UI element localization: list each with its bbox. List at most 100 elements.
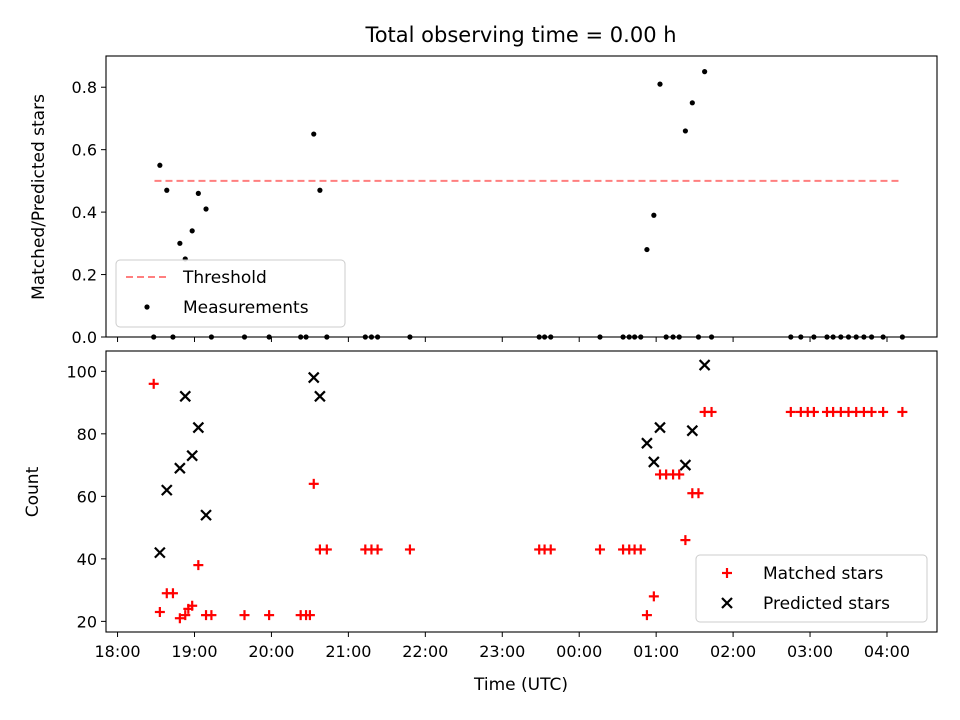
point-matched-stars-32 [648, 591, 659, 602]
legend-measurements-swatch [144, 304, 150, 310]
point-matched-stars-21 [372, 544, 383, 555]
point-measurements-2 [164, 187, 170, 193]
y-tick-label-0: 20 [77, 612, 97, 631]
bottom-legend-box [695, 554, 928, 623]
point-matched-stars-30 [635, 544, 646, 555]
x-tick-label-6: 00:00 [556, 642, 602, 661]
point-predicted-stars-5 [192, 421, 205, 434]
x-tick-label-0: 18:00 [94, 642, 140, 661]
point-predicted-stars-11 [654, 421, 666, 434]
plot-frame-top [105, 55, 938, 338]
panel-top: 0.00.20.40.60.8 Matched/Predicted stars … [29, 55, 938, 347]
point-measurements-38 [702, 69, 708, 75]
y-tick-label-0: 0.0 [72, 328, 97, 347]
point-matched-stars-25 [545, 544, 556, 555]
point-matched-stars-42 [785, 406, 796, 417]
y-tick-label-3: 80 [77, 425, 97, 444]
point-measurements-29 [644, 246, 650, 253]
y-tick-label-4: 100 [66, 362, 97, 381]
chart-title: Total observing time = 0.00 h [364, 23, 676, 47]
legend-matched-swatch [722, 568, 732, 578]
point-predicted-stars-2 [174, 462, 186, 474]
y-tick-label-1: 40 [77, 550, 97, 569]
point-predicted-stars-6 [200, 509, 212, 521]
point-measurements-7 [195, 190, 201, 196]
legend-threshold-label: Threshold [182, 268, 267, 288]
legend-predicted-swatch [721, 597, 733, 609]
top-x-ticks [117, 337, 888, 342]
point-measurements-35 [682, 128, 688, 134]
point-predicted-stars-0 [154, 546, 166, 559]
point-matched-stars-11 [239, 610, 250, 621]
point-measurements-4 [177, 240, 183, 246]
bottom-y-axis: 20 40 60 80 100 [66, 362, 106, 631]
point-matched-stars-54 [897, 406, 908, 417]
x-tick-label-9: 03:00 [787, 642, 833, 661]
point-measurements-6 [189, 228, 195, 234]
point-matched-stars-4 [174, 613, 185, 624]
point-predicted-stars-10 [648, 456, 660, 468]
point-measurements-15 [317, 187, 323, 193]
point-predicted-stars-3 [179, 390, 192, 403]
point-matched-stars-37 [680, 535, 691, 546]
x-tick-label-7: 01:00 [633, 642, 679, 661]
bottom-legend: Matched stars Predicted stars [695, 554, 928, 623]
point-matched-stars-10 [206, 610, 217, 621]
point-matched-stars-52 [866, 406, 877, 417]
bottom-x-axis: 18:00 19:00 20:00 21:00 22:00 23:00 00:00 01:00… [94, 632, 910, 661]
point-predicted-stars-12 [679, 459, 692, 471]
x-tick-label-2: 20:00 [248, 642, 294, 661]
point-matched-stars-5 [180, 610, 191, 621]
point-measurements-31 [657, 81, 663, 87]
point-matched-stars-3 [167, 588, 178, 599]
point-matched-stars-1 [154, 606, 165, 617]
top-y-axis: 0.0 0.2 0.4 0.6 0.8 [72, 78, 106, 347]
legend-matched-label: Matched stars [763, 564, 883, 584]
point-predicted-stars-13 [686, 424, 699, 437]
point-predicted-stars-14 [698, 359, 711, 371]
x-tick-label-4: 22:00 [402, 642, 448, 661]
top-legend: Threshold Measurements [115, 259, 346, 328]
point-matched-stars-22 [404, 544, 415, 555]
y-tick-label-4: 0.8 [72, 78, 97, 97]
point-predicted-stars-9 [641, 437, 653, 449]
panel-bottom: 20 40 60 80 100 18:00 19:00 20:00 21:00 22:00 23:… [23, 350, 938, 695]
bottom-y-axis-label: Count [23, 466, 43, 517]
point-measurements-36 [689, 100, 695, 106]
y-tick-label-3: 0.6 [72, 141, 97, 160]
plot-frame-bottom [105, 350, 938, 633]
x-tick-label-8: 02:00 [710, 642, 756, 661]
point-matched-stars-18 [321, 544, 332, 555]
point-predicted-stars-8 [314, 390, 326, 403]
point-matched-stars-41 [706, 406, 717, 417]
point-matched-stars-53 [878, 406, 889, 417]
legend-measurements-label: Measurements [183, 298, 309, 318]
point-measurements-14 [311, 131, 317, 137]
legend-predicted-label: Predicted stars [763, 594, 890, 614]
point-matched-stars-15 [304, 610, 315, 621]
bottom-marks [148, 359, 908, 624]
point-matched-stars-36 [674, 469, 685, 480]
point-matched-stars-0 [148, 378, 159, 389]
point-matched-stars-7 [187, 600, 198, 611]
top-legend-box [115, 259, 346, 328]
point-measurements-30 [651, 212, 657, 218]
point-predicted-stars-7 [307, 371, 320, 384]
x-tick-label-3: 21:00 [325, 642, 371, 661]
bottom-x-axis-label: Time (UTC) [473, 675, 568, 695]
point-measurements-8 [203, 206, 209, 212]
point-matched-stars-39 [693, 488, 704, 499]
point-matched-stars-26 [594, 544, 605, 555]
point-predicted-stars-4 [186, 449, 198, 462]
point-predicted-stars-1 [161, 484, 173, 496]
point-measurements-1 [157, 162, 163, 168]
point-matched-stars-16 [308, 478, 319, 489]
point-matched-stars-31 [641, 610, 652, 621]
y-tick-label-1: 0.2 [72, 266, 97, 285]
x-tick-label-5: 23:00 [479, 642, 525, 661]
point-matched-stars-45 [808, 406, 819, 417]
x-tick-label-10: 04:00 [864, 642, 910, 661]
y-tick-label-2: 60 [77, 487, 97, 506]
y-tick-label-2: 0.4 [72, 203, 97, 222]
